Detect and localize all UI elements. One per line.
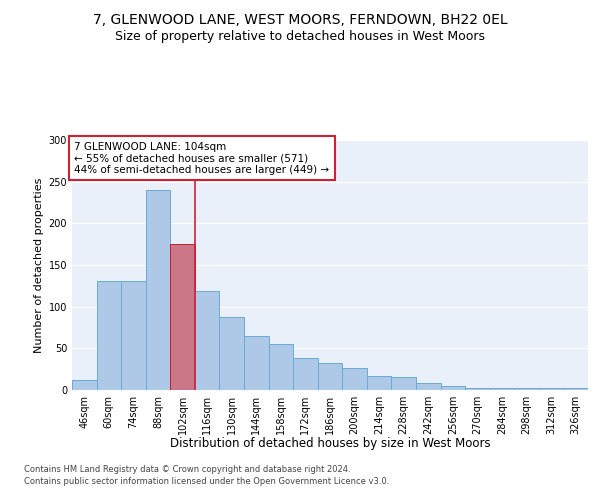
Text: Size of property relative to detached houses in West Moors: Size of property relative to detached ho…	[115, 30, 485, 43]
Bar	[465, 388, 490, 390]
Bar	[367, 376, 391, 390]
Bar	[440, 386, 465, 390]
Bar	[563, 388, 588, 390]
Bar	[121, 281, 146, 390]
Text: 7, GLENWOOD LANE, WEST MOORS, FERNDOWN, BH22 0EL: 7, GLENWOOD LANE, WEST MOORS, FERNDOWN, …	[92, 12, 508, 26]
Bar	[514, 388, 539, 390]
Text: Contains HM Land Registry data © Crown copyright and database right 2024.: Contains HM Land Registry data © Crown c…	[24, 465, 350, 474]
Bar	[293, 358, 318, 390]
Text: Contains public sector information licensed under the Open Government Licence v3: Contains public sector information licen…	[24, 478, 389, 486]
Bar	[490, 388, 514, 390]
Bar	[72, 380, 97, 390]
Text: 7 GLENWOOD LANE: 104sqm
← 55% of detached houses are smaller (571)
44% of semi-d: 7 GLENWOOD LANE: 104sqm ← 55% of detache…	[74, 142, 329, 175]
Bar	[391, 376, 416, 390]
Bar	[269, 344, 293, 390]
Bar	[146, 190, 170, 390]
Bar	[195, 291, 220, 390]
Bar	[220, 316, 244, 390]
Bar	[97, 281, 121, 390]
Bar	[170, 244, 195, 390]
Bar	[539, 388, 563, 390]
Bar	[318, 362, 342, 390]
Bar	[244, 336, 269, 390]
Bar	[416, 384, 440, 390]
Text: Distribution of detached houses by size in West Moors: Distribution of detached houses by size …	[170, 438, 490, 450]
Y-axis label: Number of detached properties: Number of detached properties	[34, 178, 44, 352]
Bar	[342, 368, 367, 390]
